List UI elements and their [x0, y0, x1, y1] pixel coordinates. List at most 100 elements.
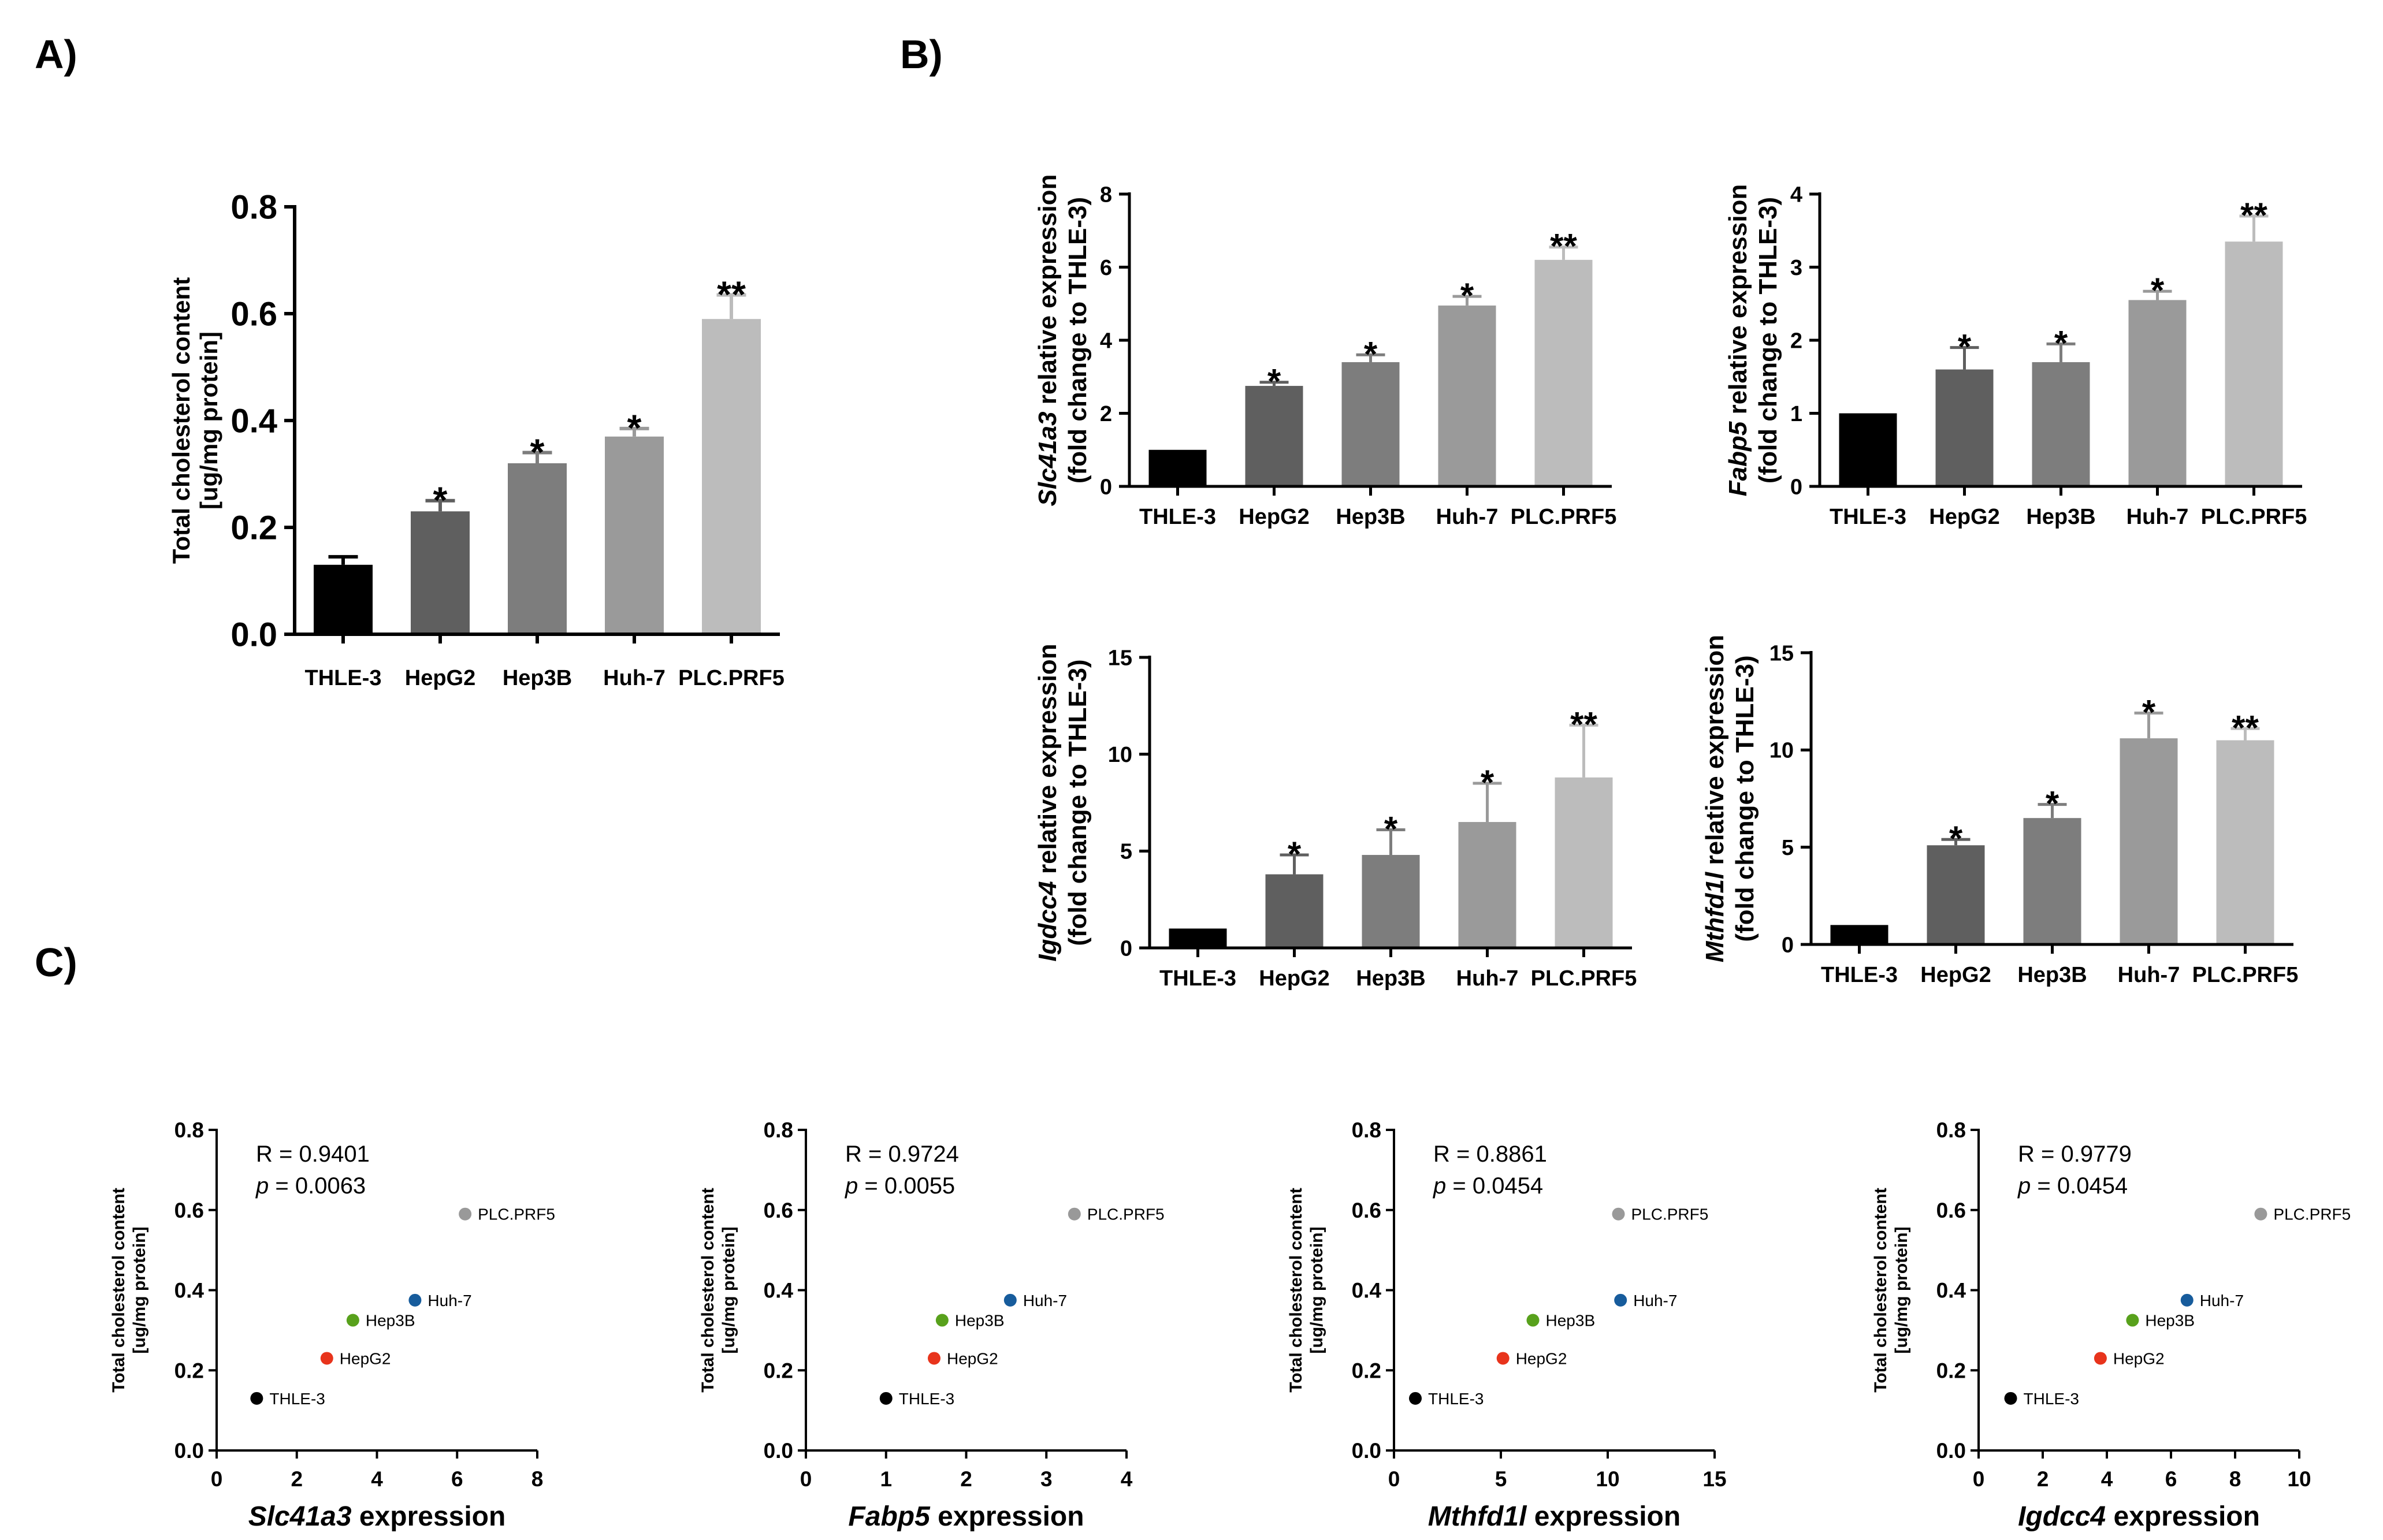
chart-c2-y-tick-label: 0.2: [764, 1359, 793, 1382]
chart-c2-point-label: Hep3B: [955, 1312, 1005, 1330]
chart-c3-y-tick-label: 0.2: [1352, 1359, 1381, 1382]
chart-c2-p-value: p = 0.0055: [845, 1173, 955, 1199]
chart-b2-significance: **: [2240, 196, 2267, 235]
chart-b2-significance: *: [1958, 328, 1972, 366]
chart-b2-significance: *: [2054, 323, 2068, 362]
chart-c4-y-tick-label: 0.6: [1936, 1199, 1966, 1222]
chart-a-y-label: Total cholesterol content: [168, 277, 195, 564]
chart-c3-y-tick-label: 0.8: [1352, 1118, 1381, 1142]
chart-c4-x-tick-label: 8: [2229, 1467, 2241, 1491]
chart-b3-y-label-part-1: relative expression: [1033, 643, 1062, 881]
chart-b4-bar: [2120, 738, 2178, 944]
chart-c2-y-label: Total cholesterol content: [698, 1188, 717, 1392]
chart-c3-x-tick-label: 5: [1495, 1467, 1507, 1491]
chart-c4-point-label: THLE-3: [2024, 1390, 2079, 1408]
chart-c2-point-label: PLC.PRF5: [1087, 1206, 1165, 1223]
chart-c4-x-label: Igdcc4 expression: [2018, 1501, 2260, 1532]
chart-b2-bar: [1935, 369, 1994, 486]
chart-c2-x-label: Fabp5 expression: [848, 1501, 1084, 1532]
chart-a-significance: *: [433, 479, 448, 521]
chart-b4-category-label: Huh-7: [2118, 963, 2180, 987]
bar-chart-b1: THLE-3 * HepG2 * Hep3B * Huh-7 ** PLC.PRF5 0 2 4 6 8 S…: [1033, 174, 1616, 529]
chart-c3-point-label: Hep3B: [1546, 1312, 1596, 1330]
chart-b3-y-tick-label: 10: [1108, 743, 1132, 767]
chart-c2-y-tick-label: 0.8: [764, 1118, 793, 1142]
chart-c4-x-tick-label: 4: [2101, 1467, 2113, 1491]
chart-a-y-tick-label: 0.8: [231, 188, 277, 226]
chart-b4-significance: **: [2232, 708, 2259, 747]
chart-c2-point-label: THLE-3: [899, 1390, 954, 1408]
chart-b1-significance: *: [1267, 362, 1281, 401]
chart-b1-bar: [1534, 259, 1593, 486]
chart-b1-significance: *: [1364, 334, 1378, 373]
chart-c4-y-label: Total cholesterol content: [1871, 1188, 1890, 1392]
chart-b4-y-tick-label: 5: [1782, 836, 1794, 860]
chart-b3-bar: [1265, 874, 1324, 948]
chart-b2-y-label-part-1: relative expression: [1724, 184, 1752, 422]
chart-c4-y-label-line2: [ug/mg protein]: [1892, 1227, 1911, 1354]
chart-b4-significance: *: [1949, 819, 1963, 858]
chart-c1-y-tick-label: 0.4: [174, 1279, 205, 1303]
chart-b1-y-tick-label: 2: [1100, 402, 1112, 426]
chart-c4-p-value: p = 0.0454: [2017, 1173, 2128, 1199]
chart-c2-x-tick-label: 2: [960, 1467, 972, 1491]
scatter-chart-c2: 0.0 0.2 0.4 0.6 0.8 0 1 2 3 4 THLE-3 HepG2 Hep3B Huh-…: [698, 1118, 1165, 1532]
chart-b3-category-label: THLE-3: [1159, 966, 1236, 991]
chart-a-category-label: Huh-7: [603, 666, 666, 690]
chart-c3-y-label-line2: [ug/mg protein]: [1307, 1227, 1326, 1354]
chart-c4-point: [2180, 1293, 2194, 1307]
chart-c3-point: [1526, 1314, 1540, 1327]
chart-b1-y-tick-label: 4: [1100, 329, 1112, 353]
chart-c4-y-tick-label: 0.8: [1936, 1118, 1966, 1142]
chart-b3-bar: [1458, 822, 1516, 948]
chart-b1-significance: **: [1550, 227, 1577, 266]
chart-c2-r-value: R = 0.9724: [845, 1141, 959, 1167]
chart-c3-point-label: HepG2: [1516, 1349, 1567, 1367]
chart-a-y-tick-label: 0.4: [231, 402, 277, 440]
chart-c1-point: [346, 1314, 359, 1327]
chart-c1-x-tick-label: 6: [451, 1467, 463, 1491]
panel-label-b: B): [900, 32, 943, 77]
chart-c1-point: [408, 1293, 422, 1307]
chart-b3-category-label: HepG2: [1259, 966, 1329, 991]
chart-b3-y-tick-label: 5: [1120, 840, 1132, 864]
chart-c1-x-tick-label: 2: [291, 1467, 303, 1491]
chart-b2-bar: [2128, 300, 2187, 486]
chart-b1-category-label: Hep3B: [1336, 505, 1405, 529]
chart-c1-point-label: Hep3B: [366, 1312, 415, 1330]
chart-b3-bar: [1555, 777, 1613, 948]
chart-a-y-tick-label: 0.6: [231, 295, 277, 333]
chart-c1-point-label: THLE-3: [269, 1390, 325, 1408]
chart-b4-category-label: PLC.PRF5: [2192, 963, 2299, 987]
chart-c4-r-value: R = 0.9779: [2018, 1141, 2132, 1167]
panel-label-c: C): [35, 940, 77, 985]
chart-c2-point: [1003, 1293, 1017, 1307]
chart-c2-x-tick-label: 3: [1040, 1467, 1053, 1491]
bar-chart-a: THLE-3 * HepG2 * Hep3B * Huh-7 ** PLC.PRF5 0.0 0.2…: [168, 188, 785, 690]
chart-c1-y-label: Total cholesterol content: [109, 1188, 128, 1392]
chart-b1-y-label-line2: (fold change to THLE-3): [1064, 197, 1092, 483]
bar-chart-b3: THLE-3 * HepG2 * Hep3B * Huh-7 ** PLC.PRF5 0 5 10 15…: [1033, 643, 1637, 991]
chart-c2-x-tick-label: 1: [880, 1467, 892, 1491]
chart-c4-point-label: Huh-7: [2200, 1292, 2244, 1310]
chart-b4-bar: [2216, 740, 2274, 944]
chart-c4-x-tick-label: 6: [2165, 1467, 2177, 1491]
chart-b2-bar: [2225, 241, 2283, 486]
chart-c1-y-tick-label: 0.0: [174, 1439, 204, 1463]
chart-c3-p-value: p = 0.0454: [1433, 1173, 1543, 1199]
chart-c3-y-tick-label: 0.0: [1352, 1439, 1381, 1463]
chart-b4-bar: [1830, 925, 1888, 944]
chart-c1-point-label: PLC.PRF5: [478, 1206, 555, 1223]
panel-label-a: A): [35, 32, 77, 77]
chart-b1-bar: [1245, 386, 1303, 486]
chart-c3-point: [1614, 1293, 1627, 1307]
chart-a-bar: [508, 463, 567, 634]
chart-c2-p-value-part-1: = 0.0055: [858, 1173, 955, 1199]
chart-b2-y-label-part-0: Fabp5: [1724, 421, 1752, 496]
chart-c4-x-label-part-0: Igdcc4: [2018, 1501, 2106, 1532]
chart-b1-y-label-part-1: relative expression: [1033, 174, 1062, 412]
scatter-chart-c1: 0.0 0.2 0.4 0.6 0.8 0 2 4 6 8 THLE-3 HepG2 Hep3B Huh-…: [109, 1118, 555, 1532]
chart-c4-point: [2254, 1207, 2267, 1221]
chart-b4-y-label-part-1: relative expression: [1701, 635, 1729, 872]
